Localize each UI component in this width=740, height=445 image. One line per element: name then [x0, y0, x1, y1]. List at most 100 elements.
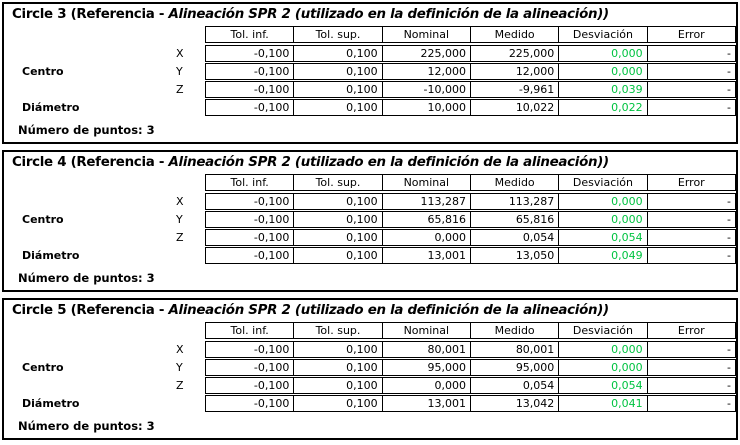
table-row-diametro: Diámetro -0,100 0,100 13,001 13,050 0,04…: [4, 247, 736, 264]
tol-sup-cell: 0,100: [294, 194, 383, 209]
axis-label: Y: [176, 213, 183, 226]
medido-cell: 13,050: [471, 248, 560, 263]
tol-inf-cell: -0,100: [206, 64, 295, 79]
points-count-label: Número de puntos: 3: [18, 123, 155, 137]
table-row-z: Z -0,100 0,100 0,000 0,054 0,054 -: [4, 377, 736, 394]
medido-cell: 65,816: [471, 212, 560, 227]
tol-inf-cell: -0,100: [206, 342, 295, 357]
desviacion-cell: 0,022: [559, 100, 648, 115]
desviacion-cell: 0,000: [559, 342, 648, 357]
desviacion-cell: 0,039: [559, 82, 648, 97]
nominal-cell: 65,816: [383, 212, 471, 227]
error-cell: -: [726, 213, 731, 226]
desviacion-cell: 0,000: [559, 212, 648, 227]
table-row-x: X -0,100 0,100 113,287 113,287 0,000 -: [4, 193, 736, 210]
measurement-table: Tol. inf. Tol. sup. Nominal Medido Desvi…: [4, 26, 736, 116]
desviacion-cell: 0,054: [559, 378, 648, 393]
error-cell: -: [726, 65, 731, 78]
tol-sup-cell: 0,100: [294, 396, 383, 411]
axis-label: Z: [176, 379, 184, 392]
table-row-y: Centro Y -0,100 0,100 95,000 95,000 0,000…: [4, 359, 736, 376]
table-row-diametro: Diámetro -0,100 0,100 10,000 10,022 0,02…: [4, 99, 736, 116]
column-header-nominal: Nominal: [383, 175, 471, 190]
error-cell: -: [726, 361, 731, 374]
nominal-cell: 80,001: [383, 342, 471, 357]
desviacion-cell: 0,054: [559, 230, 648, 245]
tol-sup-cell: 0,100: [294, 82, 383, 97]
label-spacer: [4, 26, 205, 43]
tol-inf-cell: -0,100: [206, 230, 295, 245]
medido-cell: 95,000: [471, 360, 560, 375]
table-row-z: Z -0,100 0,100 -10,000 -9,961 0,039 -: [4, 81, 736, 98]
nominal-cell: 13,001: [383, 248, 471, 263]
feature-name: Circle 4 (Referencia -: [12, 155, 169, 170]
error-cell: -: [726, 101, 731, 114]
tol-sup-cell: 0,100: [294, 248, 383, 263]
row-group-label: Diámetro: [22, 101, 80, 114]
error-cell: -: [726, 397, 731, 410]
alignment-reference: Alineación SPR 2 (utilizado en la defini…: [168, 7, 609, 22]
desviacion-cell: 0,000: [559, 360, 648, 375]
tol-inf-cell: -0,100: [206, 82, 295, 97]
nominal-cell: 13,001: [383, 396, 471, 411]
tol-inf-cell: -0,100: [206, 248, 295, 263]
table-row-diametro: Diámetro -0,100 0,100 13,001 13,042 0,04…: [4, 395, 736, 412]
tol-inf-cell: -0,100: [206, 46, 295, 61]
column-header-tol-inf: Tol. inf.: [206, 27, 295, 42]
row-group-label: Centro: [22, 213, 64, 226]
axis-label: X: [176, 47, 184, 60]
row-group-label: Diámetro: [22, 397, 80, 410]
feature-name: Circle 3 (Referencia -: [12, 7, 169, 22]
points-count-label: Número de puntos: 3: [18, 271, 155, 285]
axis-label: Y: [176, 65, 183, 78]
nominal-cell: 12,000: [383, 64, 471, 79]
nominal-cell: 95,000: [383, 360, 471, 375]
tol-sup-cell: 0,100: [294, 100, 383, 115]
desviacion-cell: 0,000: [559, 46, 648, 61]
circle-4-report-block: Circle 4 (Referencia - Alineación SPR 2 …: [2, 150, 738, 292]
tol-sup-cell: 0,100: [294, 378, 383, 393]
nominal-cell: -10,000: [383, 82, 471, 97]
column-header-tol-sup: Tol. sup.: [294, 27, 383, 42]
block-title: Circle 3 (Referencia - Alineación SPR 2 …: [4, 7, 736, 22]
medido-cell: 10,022: [471, 100, 560, 115]
tol-inf-cell: -0,100: [206, 100, 295, 115]
medido-cell: 12,000: [471, 64, 560, 79]
table-row-y: Centro Y -0,100 0,100 12,000 12,000 0,000…: [4, 63, 736, 80]
desviacion-cell: 0,000: [559, 64, 648, 79]
label-spacer: [4, 322, 205, 339]
row-group-label: Diámetro: [22, 249, 80, 262]
column-header-error: Error: [677, 324, 705, 337]
error-cell: -: [726, 249, 731, 262]
error-cell: -: [726, 195, 731, 208]
nominal-cell: 225,000: [383, 46, 471, 61]
column-header-desviacion: Desviación: [559, 27, 648, 42]
table-row-x: X -0,100 0,100 225,000 225,000 0,000 -: [4, 45, 736, 62]
column-header-medido: Medido: [471, 27, 560, 42]
medido-cell: -9,961: [471, 82, 560, 97]
tol-sup-cell: 0,100: [294, 46, 383, 61]
circle-5-report-block: Circle 5 (Referencia - Alineación SPR 2 …: [2, 298, 738, 440]
desviacion-cell: 0,041: [559, 396, 648, 411]
column-header-tol-sup: Tol. sup.: [294, 175, 383, 190]
table-row-x: X -0,100 0,100 80,001 80,001 0,000 -: [4, 341, 736, 358]
medido-cell: 0,054: [471, 230, 560, 245]
tol-inf-cell: -0,100: [206, 396, 295, 411]
table-header-row: Tol. inf. Tol. sup. Nominal Medido Desvi…: [4, 322, 736, 339]
desviacion-cell: 0,049: [559, 248, 648, 263]
error-cell: -: [726, 47, 731, 60]
medido-cell: 80,001: [471, 342, 560, 357]
block-title: Circle 5 (Referencia - Alineación SPR 2 …: [4, 303, 736, 318]
alignment-reference: Alineación SPR 2 (utilizado en la defini…: [168, 303, 609, 318]
column-header-tol-sup: Tol. sup.: [294, 323, 383, 338]
nominal-cell: 0,000: [383, 378, 471, 393]
row-group-label: Centro: [22, 65, 64, 78]
error-cell: -: [726, 83, 731, 96]
error-cell: -: [726, 379, 731, 392]
axis-label: Z: [176, 231, 184, 244]
medido-cell: 225,000: [471, 46, 560, 61]
tol-inf-cell: -0,100: [206, 212, 295, 227]
axis-label: Z: [176, 83, 184, 96]
column-header-nominal: Nominal: [383, 323, 471, 338]
measurement-table: Tol. inf. Tol. sup. Nominal Medido Desvi…: [4, 322, 736, 412]
